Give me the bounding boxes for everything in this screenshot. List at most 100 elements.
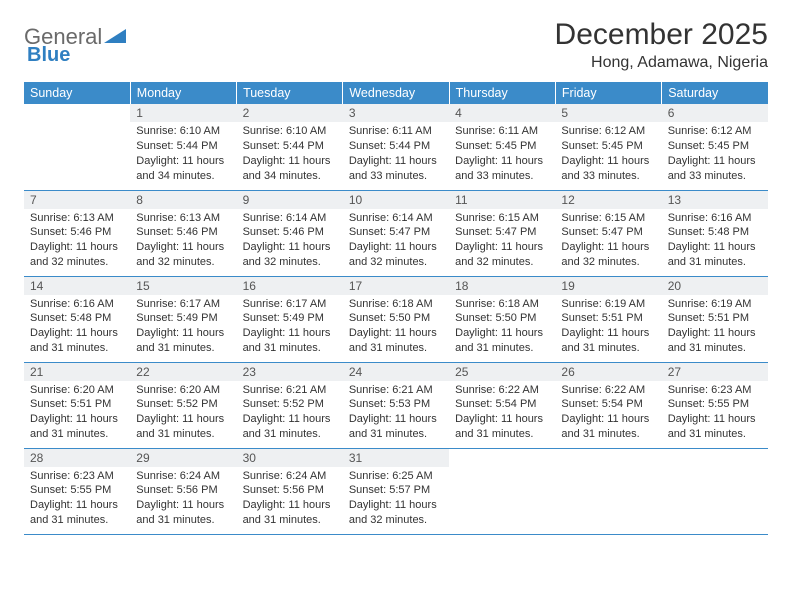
day-number: 27: [662, 363, 768, 381]
day-body: Sunrise: 6:16 AMSunset: 5:48 PMDaylight:…: [24, 295, 130, 360]
sunrise-text: Sunrise: 6:12 AM: [668, 124, 762, 139]
daylight-text: Daylight: 11 hours and 31 minutes.: [136, 412, 230, 442]
day-body: Sunrise: 6:16 AMSunset: 5:48 PMDaylight:…: [662, 209, 768, 274]
day-number: 2: [237, 104, 343, 122]
sunrise-text: Sunrise: 6:19 AM: [668, 297, 762, 312]
day-number: 7: [24, 191, 130, 209]
sunrise-text: Sunrise: 6:22 AM: [455, 383, 549, 398]
day-number: [449, 449, 555, 467]
calendar-cell: 27Sunrise: 6:23 AMSunset: 5:55 PMDayligh…: [662, 362, 768, 448]
calendar-table: SundayMondayTuesdayWednesdayThursdayFrid…: [24, 82, 768, 535]
daylight-text: Daylight: 11 hours and 33 minutes.: [668, 154, 762, 184]
sunset-text: Sunset: 5:46 PM: [30, 225, 124, 240]
sunrise-text: Sunrise: 6:25 AM: [349, 469, 443, 484]
sunset-text: Sunset: 5:46 PM: [243, 225, 337, 240]
sunrise-text: Sunrise: 6:17 AM: [243, 297, 337, 312]
daylight-text: Daylight: 11 hours and 32 minutes.: [136, 240, 230, 270]
calendar-week-row: 28Sunrise: 6:23 AMSunset: 5:55 PMDayligh…: [24, 448, 768, 534]
calendar-header-row: SundayMondayTuesdayWednesdayThursdayFrid…: [24, 82, 768, 104]
sunset-text: Sunset: 5:45 PM: [455, 139, 549, 154]
daylight-text: Daylight: 11 hours and 34 minutes.: [243, 154, 337, 184]
day-number: 23: [237, 363, 343, 381]
daylight-text: Daylight: 11 hours and 31 minutes.: [243, 326, 337, 356]
daylight-text: Daylight: 11 hours and 32 minutes.: [30, 240, 124, 270]
calendar-cell: 9Sunrise: 6:14 AMSunset: 5:46 PMDaylight…: [237, 190, 343, 276]
daylight-text: Daylight: 11 hours and 31 minutes.: [561, 326, 655, 356]
sunset-text: Sunset: 5:44 PM: [243, 139, 337, 154]
calendar-cell: 13Sunrise: 6:16 AMSunset: 5:48 PMDayligh…: [662, 190, 768, 276]
day-body: Sunrise: 6:22 AMSunset: 5:54 PMDaylight:…: [555, 381, 661, 446]
calendar-cell: [662, 448, 768, 534]
day-number: 20: [662, 277, 768, 295]
sunset-text: Sunset: 5:54 PM: [455, 397, 549, 412]
calendar-cell: 28Sunrise: 6:23 AMSunset: 5:55 PMDayligh…: [24, 448, 130, 534]
calendar-cell: 23Sunrise: 6:21 AMSunset: 5:52 PMDayligh…: [237, 362, 343, 448]
day-number: 6: [662, 104, 768, 122]
day-number: 19: [555, 277, 661, 295]
day-body: Sunrise: 6:21 AMSunset: 5:53 PMDaylight:…: [343, 381, 449, 446]
sunrise-text: Sunrise: 6:24 AM: [136, 469, 230, 484]
daylight-text: Daylight: 11 hours and 31 minutes.: [136, 326, 230, 356]
sunset-text: Sunset: 5:51 PM: [30, 397, 124, 412]
calendar-week-row: 1Sunrise: 6:10 AMSunset: 5:44 PMDaylight…: [24, 104, 768, 190]
day-number: 8: [130, 191, 236, 209]
day-number: 17: [343, 277, 449, 295]
weekday-header: Monday: [130, 82, 236, 104]
daylight-text: Daylight: 11 hours and 31 minutes.: [455, 412, 549, 442]
day-number: 30: [237, 449, 343, 467]
day-body: Sunrise: 6:25 AMSunset: 5:57 PMDaylight:…: [343, 467, 449, 532]
daylight-text: Daylight: 11 hours and 33 minutes.: [455, 154, 549, 184]
sunset-text: Sunset: 5:56 PM: [243, 483, 337, 498]
sunset-text: Sunset: 5:51 PM: [668, 311, 762, 326]
sunset-text: Sunset: 5:52 PM: [243, 397, 337, 412]
sunset-text: Sunset: 5:49 PM: [243, 311, 337, 326]
day-number: 5: [555, 104, 661, 122]
brand-triangle-icon: [104, 26, 126, 49]
sunset-text: Sunset: 5:50 PM: [349, 311, 443, 326]
calendar-cell: 7Sunrise: 6:13 AMSunset: 5:46 PMDaylight…: [24, 190, 130, 276]
day-body: Sunrise: 6:11 AMSunset: 5:45 PMDaylight:…: [449, 122, 555, 187]
day-number: 11: [449, 191, 555, 209]
sunset-text: Sunset: 5:47 PM: [349, 225, 443, 240]
day-body: Sunrise: 6:17 AMSunset: 5:49 PMDaylight:…: [237, 295, 343, 360]
day-body: Sunrise: 6:17 AMSunset: 5:49 PMDaylight:…: [130, 295, 236, 360]
calendar-page: General December 2025 Hong, Adamawa, Nig…: [0, 0, 792, 553]
day-body: Sunrise: 6:19 AMSunset: 5:51 PMDaylight:…: [662, 295, 768, 360]
calendar-cell: 14Sunrise: 6:16 AMSunset: 5:48 PMDayligh…: [24, 276, 130, 362]
calendar-cell: 10Sunrise: 6:14 AMSunset: 5:47 PMDayligh…: [343, 190, 449, 276]
day-body: Sunrise: 6:20 AMSunset: 5:51 PMDaylight:…: [24, 381, 130, 446]
calendar-week-row: 7Sunrise: 6:13 AMSunset: 5:46 PMDaylight…: [24, 190, 768, 276]
title-block: December 2025 Hong, Adamawa, Nigeria: [555, 18, 768, 72]
day-body: Sunrise: 6:11 AMSunset: 5:44 PMDaylight:…: [343, 122, 449, 187]
day-body: Sunrise: 6:10 AMSunset: 5:44 PMDaylight:…: [237, 122, 343, 187]
sunrise-text: Sunrise: 6:18 AM: [349, 297, 443, 312]
sunset-text: Sunset: 5:46 PM: [136, 225, 230, 240]
sunset-text: Sunset: 5:55 PM: [30, 483, 124, 498]
day-body: Sunrise: 6:15 AMSunset: 5:47 PMDaylight:…: [555, 209, 661, 274]
calendar-cell: 24Sunrise: 6:21 AMSunset: 5:53 PMDayligh…: [343, 362, 449, 448]
daylight-text: Daylight: 11 hours and 31 minutes.: [30, 412, 124, 442]
daylight-text: Daylight: 11 hours and 34 minutes.: [136, 154, 230, 184]
daylight-text: Daylight: 11 hours and 33 minutes.: [349, 154, 443, 184]
sunrise-text: Sunrise: 6:12 AM: [561, 124, 655, 139]
day-body: Sunrise: 6:15 AMSunset: 5:47 PMDaylight:…: [449, 209, 555, 274]
brand-word2-wrap: Blue: [27, 44, 70, 67]
daylight-text: Daylight: 11 hours and 31 minutes.: [668, 326, 762, 356]
weekday-header: Sunday: [24, 82, 130, 104]
calendar-cell: 20Sunrise: 6:19 AMSunset: 5:51 PMDayligh…: [662, 276, 768, 362]
daylight-text: Daylight: 11 hours and 32 minutes.: [455, 240, 549, 270]
daylight-text: Daylight: 11 hours and 31 minutes.: [243, 498, 337, 528]
calendar-cell: 11Sunrise: 6:15 AMSunset: 5:47 PMDayligh…: [449, 190, 555, 276]
calendar-cell: 31Sunrise: 6:25 AMSunset: 5:57 PMDayligh…: [343, 448, 449, 534]
calendar-cell: 8Sunrise: 6:13 AMSunset: 5:46 PMDaylight…: [130, 190, 236, 276]
sunset-text: Sunset: 5:54 PM: [561, 397, 655, 412]
day-number: [24, 104, 130, 122]
sunset-text: Sunset: 5:51 PM: [561, 311, 655, 326]
day-number: [662, 449, 768, 467]
month-title: December 2025: [555, 18, 768, 52]
sunrise-text: Sunrise: 6:14 AM: [349, 211, 443, 226]
sunrise-text: Sunrise: 6:20 AM: [136, 383, 230, 398]
calendar-cell: 2Sunrise: 6:10 AMSunset: 5:44 PMDaylight…: [237, 104, 343, 190]
weekday-header: Thursday: [449, 82, 555, 104]
day-body: Sunrise: 6:14 AMSunset: 5:47 PMDaylight:…: [343, 209, 449, 274]
